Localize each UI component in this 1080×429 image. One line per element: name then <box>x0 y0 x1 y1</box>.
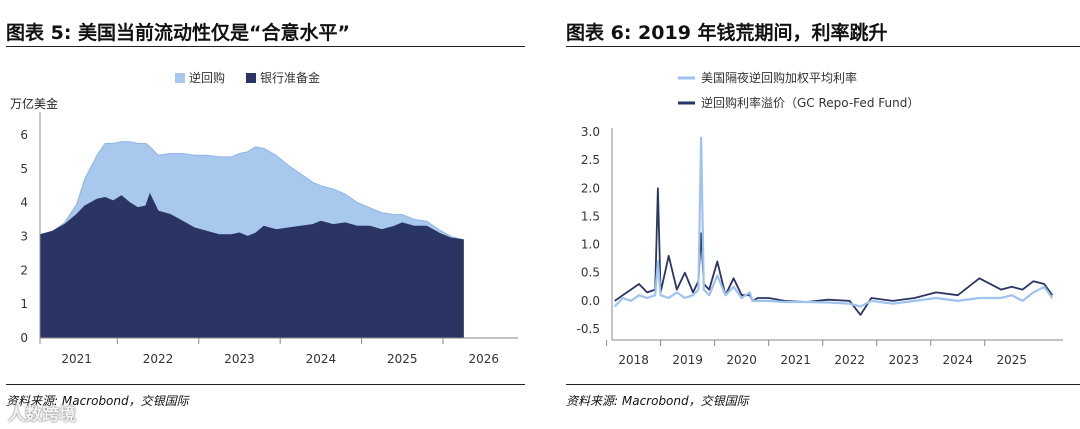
chart-title-left: 图表 5: 美国当前流动性仅是“合意水平” <box>6 22 351 44</box>
chart-panel-right: 图表 6: 2019 年钱荒期间，利率跳升 美国隔夜逆回购加权平均利率逆回购利率… <box>560 0 1080 429</box>
legend-label-2: 逆回购利率溢价（GC Repo-Fed Fund） <box>701 95 919 110</box>
y-tick-label-3: 1.0 <box>581 238 600 252</box>
legend-label-1: 美国隔夜逆回购加权平均利率 <box>701 70 857 85</box>
x-tick-label-3: 2021 <box>780 353 811 367</box>
x-tick-label-2: 2023 <box>224 352 255 366</box>
x-tick-label-5: 2026 <box>468 352 499 366</box>
y-tick-label-5: 5 <box>20 162 28 176</box>
legend-label-1: 逆回购 <box>189 70 225 85</box>
footer-divider-right <box>566 384 1080 385</box>
x-tick-label-6: 2024 <box>942 353 973 367</box>
source-note-right: 资料来源: Macrobond，交银国际 <box>566 394 749 408</box>
y-tick-label-6: 6 <box>20 128 28 142</box>
y-tick-label-2: 2 <box>20 263 28 277</box>
y-tick-label-5: 2.0 <box>581 181 600 195</box>
y-tick-label-6: 2.5 <box>581 153 600 167</box>
x-tick-label-4: 2022 <box>834 353 865 367</box>
y-axis-title: 万亿美金 <box>10 96 58 111</box>
title-divider-left <box>6 46 525 47</box>
chart-panel-left: 图表 5: 美国当前流动性仅是“合意水平” 逆回购 银行准备金万亿美金 0 1 2 3 4 5… <box>0 0 525 429</box>
x-tick-label-2: 2020 <box>726 353 757 367</box>
x-tick-label-0: 2021 <box>61 352 92 366</box>
line-repo-rate <box>613 136 1054 308</box>
y-tick-label-0: -0.5 <box>577 322 600 336</box>
legend-swatch-1 <box>175 73 185 83</box>
x-tick-label-1: 2019 <box>672 353 703 367</box>
y-tick-label-1: 1 <box>20 297 28 311</box>
y-tick-label-7: 3.0 <box>581 125 600 139</box>
area-bank-reserves <box>39 192 464 339</box>
y-tick-label-4: 4 <box>20 196 28 210</box>
title-divider-right <box>566 46 1080 47</box>
x-tick-label-3: 2024 <box>306 352 337 366</box>
legend-label-2: 银行准备金 <box>260 70 320 85</box>
x-tick-label-1: 2022 <box>143 352 174 366</box>
y-tick-label-0: 0 <box>20 331 28 345</box>
x-tick-label-7: 2025 <box>997 353 1028 367</box>
y-tick-label-3: 3 <box>20 229 28 243</box>
x-tick-label-4: 2025 <box>387 352 418 366</box>
y-tick-label-4: 1.5 <box>581 209 600 223</box>
x-tick-label-0: 2018 <box>618 353 649 367</box>
watermark-text: 人数跨境 <box>8 405 76 425</box>
footer-divider-left <box>6 384 525 385</box>
y-tick-label-2: 0.5 <box>581 266 600 280</box>
x-tick-label-5: 2023 <box>888 353 919 367</box>
y-tick-label-1: 0.0 <box>581 294 600 308</box>
chart-title-right: 图表 6: 2019 年钱荒期间，利率跳升 <box>566 22 888 44</box>
legend-swatch-2 <box>246 73 256 83</box>
source-note-left: 资料来源: Macrobond，交银国际 <box>6 394 189 408</box>
